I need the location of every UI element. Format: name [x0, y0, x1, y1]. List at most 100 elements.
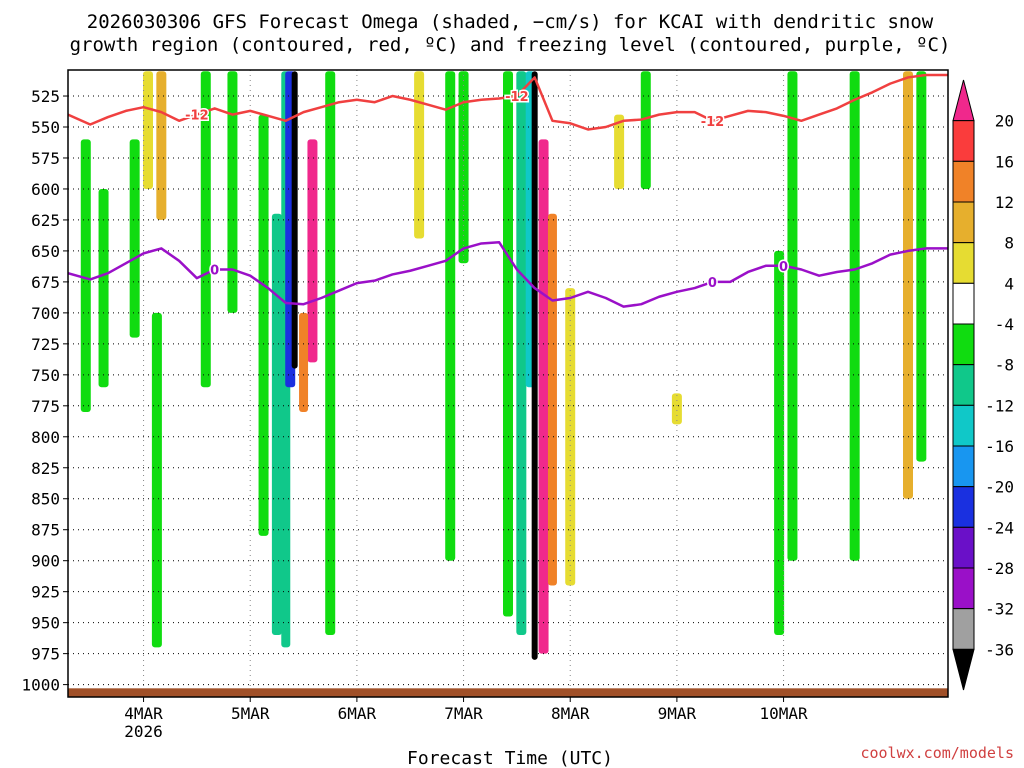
- x-tick-sublabel: 2026: [124, 722, 163, 741]
- y-tick-label: 950: [31, 614, 60, 633]
- colorbar-label: -24: [985, 518, 1014, 537]
- colorbar-top-arrow: [952, 79, 975, 122]
- omega-cell: [156, 71, 167, 220]
- colorbar-label: -36: [985, 640, 1014, 659]
- credit-text: coolwx.com/models: [860, 744, 1014, 762]
- plot-frame: [67, 69, 949, 698]
- x-tick-label: 8MAR: [551, 704, 590, 723]
- omega-cell: [291, 71, 298, 369]
- omega-cell: [129, 139, 140, 338]
- y-tick-label: 825: [31, 459, 60, 478]
- y-tick-label: 675: [31, 273, 60, 292]
- colorbar-label: -4: [995, 315, 1014, 334]
- omega-cell: [516, 71, 527, 636]
- x-tick-label: 6MAR: [338, 704, 377, 723]
- colorbar-swatch: [952, 120, 975, 162]
- colorbar-swatch: [952, 282, 975, 325]
- colorbar-label: -32: [985, 600, 1014, 619]
- omega-cell: [271, 213, 282, 636]
- y-tick-label: 775: [31, 397, 60, 416]
- omega-cell: [414, 71, 425, 239]
- omega-cell: [787, 71, 798, 561]
- omega-cell: [445, 71, 456, 561]
- omega-cell: [538, 139, 549, 654]
- omega-cell: [849, 71, 860, 561]
- y-tick-label: 650: [31, 242, 60, 261]
- colorbar-label: 4: [1004, 274, 1014, 293]
- omega-cell: [547, 213, 557, 586]
- y-tick-label: 800: [31, 428, 60, 447]
- dgz-contour: [68, 73, 948, 131]
- colorbar-swatch: [952, 445, 975, 488]
- y-tick-label: 525: [31, 87, 60, 106]
- y-tick-label: 1000: [21, 676, 60, 695]
- colorbar-swatch: [952, 323, 975, 366]
- y-tick-label: 975: [31, 645, 60, 664]
- omega-shading: [80, 71, 927, 660]
- y-tick-label: 625: [31, 211, 60, 230]
- plot-contents: -12 -12 -12 0 0 0: [68, 70, 948, 697]
- y-tick-label: 750: [31, 366, 60, 385]
- dgz-contour-label: -12: [505, 90, 529, 105]
- omega-cell: [200, 71, 211, 388]
- omega-cell: [227, 71, 238, 313]
- omega-cell: [80, 139, 91, 413]
- chart-title-line1: 2026030306 GFS Forecast Omega (shaded, −…: [87, 11, 934, 33]
- colorbar-label: -8: [995, 356, 1014, 375]
- chart-title-line2: growth region (contoured, red, ºC) and f…: [70, 34, 951, 56]
- y-tick-label: 700: [31, 304, 60, 323]
- y-axis: 525 550 575 600 625 650 675 700 725 750 775 800 825 8…: [21, 87, 68, 695]
- y-tick-label: 600: [31, 180, 60, 199]
- colorbar-swatch: [952, 608, 975, 650]
- x-tick-label: 7MAR: [444, 704, 483, 723]
- omega-cell: [614, 114, 625, 189]
- y-tick-label: 725: [31, 335, 60, 354]
- omega-cell: [916, 71, 927, 462]
- colorbar-bottom-arrow: [952, 648, 975, 691]
- omega-cell: [640, 71, 651, 189]
- colorbar-swatch: [952, 160, 975, 203]
- y-tick-label: 575: [31, 149, 60, 168]
- x-tick-label: 9MAR: [658, 704, 697, 723]
- colorbar-swatch: [952, 526, 975, 569]
- dgz-contour-label: -12: [701, 115, 725, 130]
- colorbar-label: -16: [985, 437, 1014, 456]
- omega-cell: [774, 250, 785, 636]
- x-axis-label: Forecast Time (UTC): [407, 748, 613, 768]
- colorbar-swatch: [952, 486, 975, 528]
- freezing-contour-label: 0: [708, 276, 717, 291]
- omega-cell: [903, 71, 913, 499]
- dgz-contour-label: -12: [185, 109, 209, 124]
- omega-cell: [151, 312, 162, 648]
- x-tick-label: 10MAR: [759, 704, 808, 723]
- colorbar-label: 12: [995, 193, 1014, 212]
- colorbar-swatch: [952, 242, 975, 284]
- colorbar: -36 -32 -28 -24 -20 -16 -12 -8 -4 4 8 12 16 20: [952, 79, 1014, 691]
- colorbar-label: -12: [985, 396, 1014, 415]
- y-tick-label: 900: [31, 552, 60, 571]
- x-tick-label: 5MAR: [231, 704, 270, 723]
- colorbar-swatch: [952, 364, 975, 406]
- colorbar-label: -20: [985, 478, 1014, 497]
- omega-cell: [299, 312, 309, 412]
- colorbar-swatch: [952, 567, 975, 610]
- colorbar-label: 20: [995, 112, 1014, 131]
- omega-cell: [258, 114, 269, 536]
- omega-cell: [143, 71, 153, 189]
- omega-cell: [565, 288, 576, 586]
- plot-area: -12 -12 -12 0 0 0: [67, 69, 949, 698]
- omega-cell: [307, 139, 318, 363]
- omega-cell: [531, 71, 538, 660]
- omega-cell: [671, 393, 682, 425]
- colorbar-swatch: [952, 404, 975, 447]
- terrain: [68, 688, 948, 697]
- omega-cell: [458, 71, 469, 264]
- omega-cell: [98, 188, 109, 388]
- y-tick-label: 875: [31, 521, 60, 540]
- colorbar-swatch: [952, 201, 975, 244]
- y-tick-label: 850: [31, 490, 60, 509]
- freezing-contour: [68, 240, 948, 308]
- freezing-contour-label: 0: [210, 264, 219, 279]
